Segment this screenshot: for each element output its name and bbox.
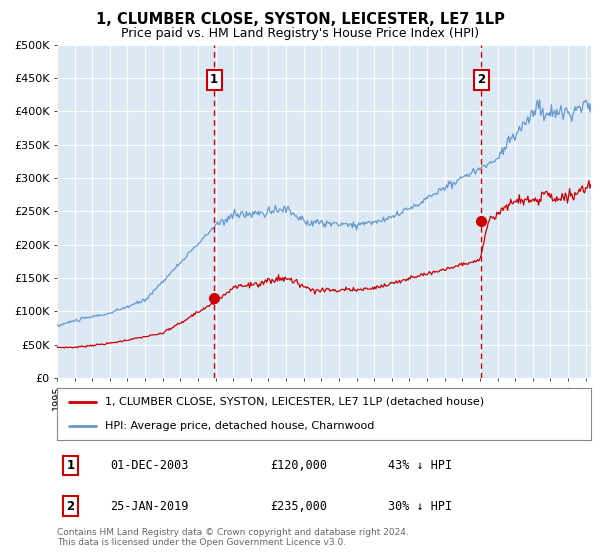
Text: HPI: Average price, detached house, Charnwood: HPI: Average price, detached house, Char… bbox=[105, 421, 374, 431]
Text: 43% ↓ HPI: 43% ↓ HPI bbox=[388, 459, 452, 472]
Text: 1: 1 bbox=[66, 459, 74, 472]
Text: £235,000: £235,000 bbox=[271, 500, 328, 513]
Text: 1, CLUMBER CLOSE, SYSTON, LEICESTER, LE7 1LP (detached house): 1, CLUMBER CLOSE, SYSTON, LEICESTER, LE7… bbox=[105, 397, 484, 407]
Text: 1: 1 bbox=[210, 73, 218, 86]
Text: 2: 2 bbox=[477, 73, 485, 86]
Text: Contains HM Land Registry data © Crown copyright and database right 2024.
This d: Contains HM Land Registry data © Crown c… bbox=[57, 528, 409, 547]
Text: 30% ↓ HPI: 30% ↓ HPI bbox=[388, 500, 452, 513]
Text: 1, CLUMBER CLOSE, SYSTON, LEICESTER, LE7 1LP: 1, CLUMBER CLOSE, SYSTON, LEICESTER, LE7… bbox=[95, 12, 505, 27]
Text: £120,000: £120,000 bbox=[271, 459, 328, 472]
Text: Price paid vs. HM Land Registry's House Price Index (HPI): Price paid vs. HM Land Registry's House … bbox=[121, 27, 479, 40]
Text: 25-JAN-2019: 25-JAN-2019 bbox=[110, 500, 189, 513]
Text: 01-DEC-2003: 01-DEC-2003 bbox=[110, 459, 189, 472]
Text: 2: 2 bbox=[66, 500, 74, 513]
